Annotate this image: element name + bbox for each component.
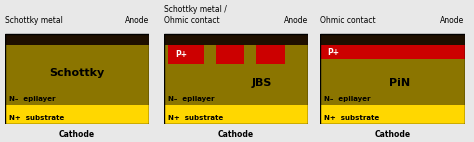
Text: Ohmic contact: Ohmic contact: [164, 16, 219, 25]
Text: N–  epilayer: N– epilayer: [168, 96, 214, 102]
Text: Anode: Anode: [125, 16, 149, 25]
Bar: [164, 105, 308, 124]
Text: P+: P+: [327, 48, 339, 57]
Text: N+  substrate: N+ substrate: [168, 115, 223, 121]
Text: Anode: Anode: [440, 16, 465, 25]
Text: Cathode: Cathode: [218, 130, 254, 139]
Bar: [5, 45, 149, 105]
Bar: [5, 105, 149, 124]
Text: Cathode: Cathode: [374, 130, 410, 139]
Text: P+: P+: [175, 50, 187, 59]
Bar: [320, 45, 465, 59]
Text: Schottky metal /: Schottky metal /: [164, 5, 227, 14]
Text: Cathode: Cathode: [59, 130, 95, 139]
Text: Ohmic contact: Ohmic contact: [320, 16, 375, 25]
Text: N–  epilayer: N– epilayer: [324, 96, 371, 102]
Bar: [256, 45, 285, 64]
Bar: [320, 45, 465, 105]
Bar: [164, 45, 308, 105]
Bar: [164, 34, 308, 45]
Text: N–  epilayer: N– epilayer: [9, 96, 55, 102]
Bar: [320, 105, 465, 124]
Text: Anode: Anode: [284, 16, 308, 25]
Text: Schottky metal: Schottky metal: [5, 16, 63, 25]
Text: JBS: JBS: [252, 78, 272, 88]
Bar: [320, 34, 465, 45]
Bar: [216, 45, 245, 64]
Text: PiN: PiN: [389, 78, 410, 88]
Text: Schottky: Schottky: [49, 68, 105, 78]
Bar: [168, 45, 204, 64]
Bar: [5, 34, 149, 45]
Text: N+  substrate: N+ substrate: [9, 115, 64, 121]
Text: N+  substrate: N+ substrate: [324, 115, 380, 121]
